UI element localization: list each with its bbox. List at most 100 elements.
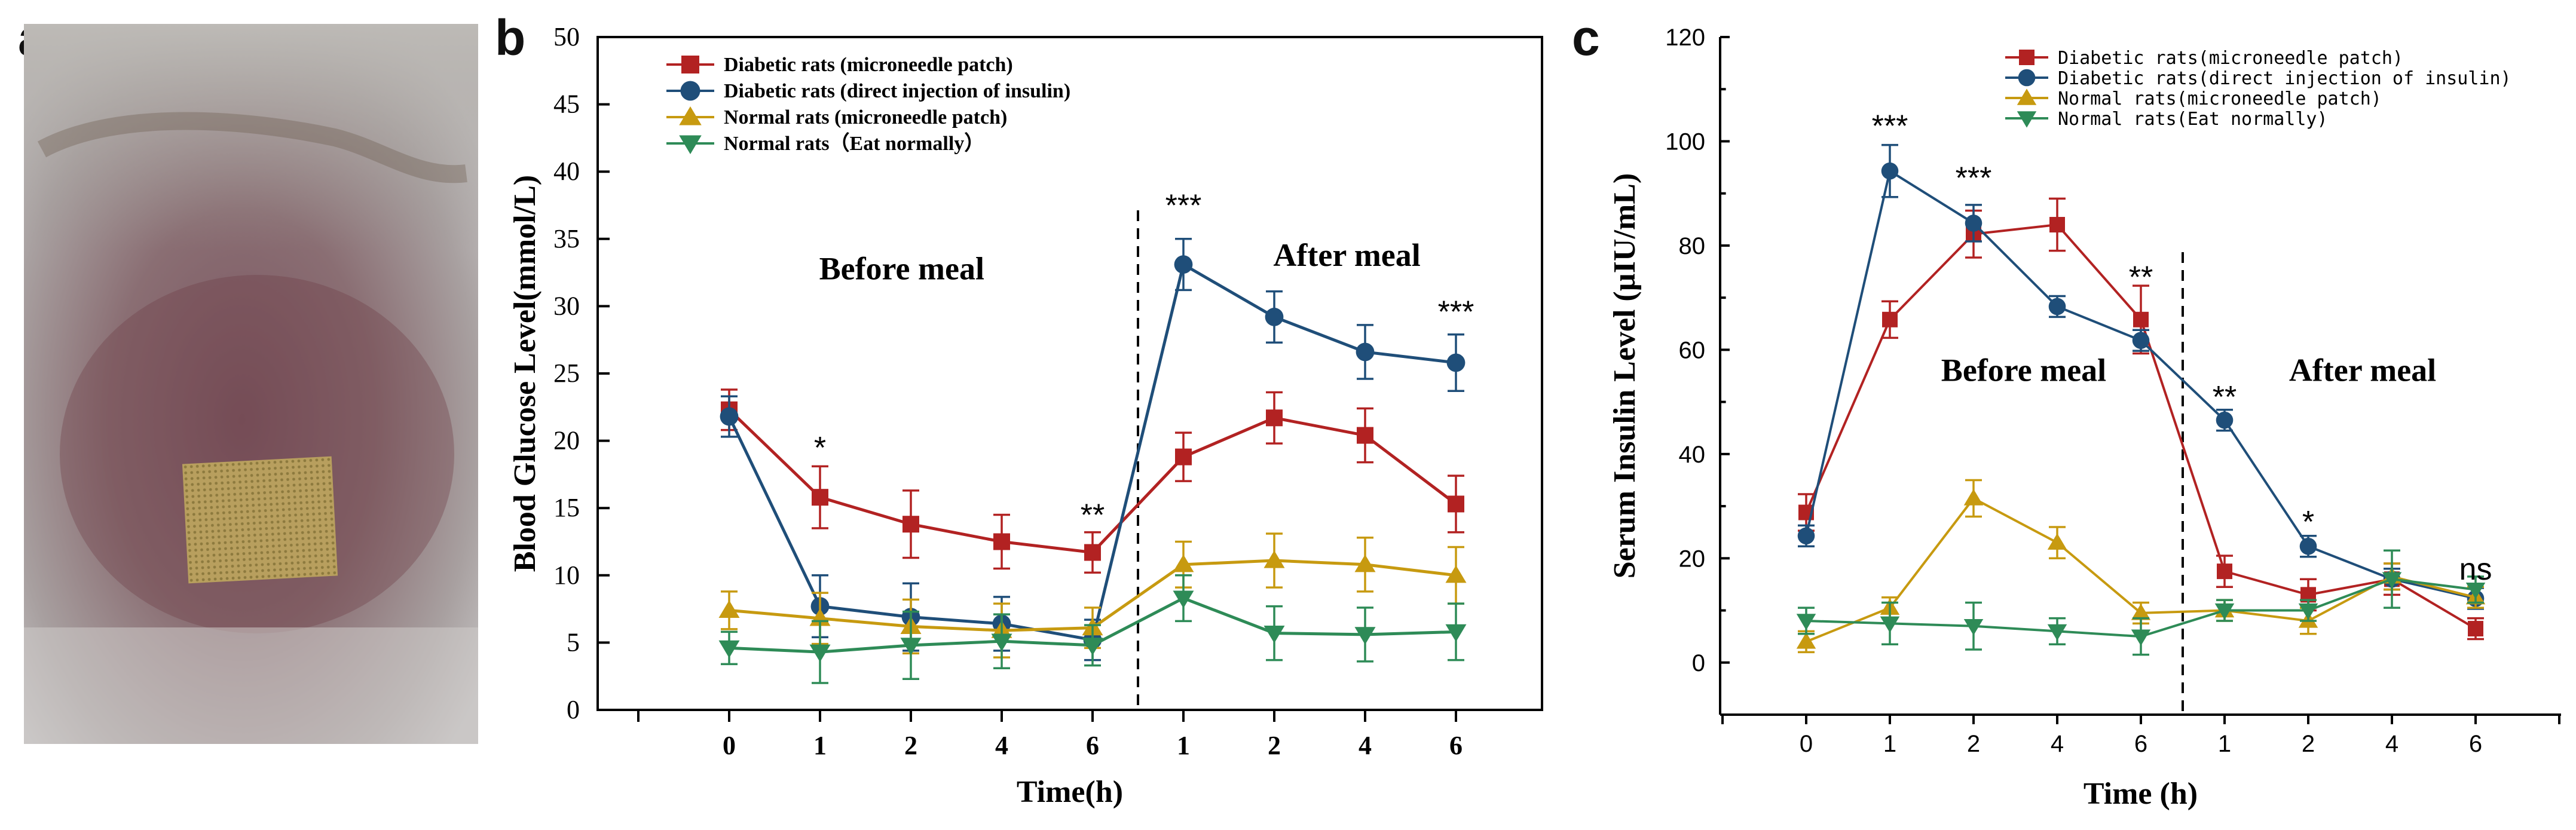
series-1: [721, 388, 1464, 574]
x-tick-label: 4: [1359, 731, 1372, 760]
data-point: [991, 633, 1012, 651]
data-point: [1265, 308, 1284, 326]
data-point: [1175, 448, 1192, 465]
data-point: [720, 407, 739, 426]
microneedle-patch: [182, 456, 338, 584]
significance-label: ***: [1956, 161, 1992, 196]
legend: Diabetic rats(microneedle patch)Diabetic…: [2005, 48, 2511, 130]
legend-marker: [681, 56, 699, 73]
skin-photo: [24, 24, 478, 744]
x-tick-label: 6: [2134, 731, 2147, 757]
significance-label: **: [1081, 498, 1105, 532]
x-tick-label: 2: [1967, 731, 1980, 757]
data-point: [2468, 621, 2483, 637]
data-point: [1263, 550, 1285, 568]
chart-c: 0 20 40 60 80 100 120 0 1 2 4 6 1 2 4 6 Time (h) Serum In…: [1608, 24, 2561, 811]
data-point: [1263, 626, 1285, 644]
data-point: [1796, 632, 1816, 649]
data-point: [2133, 311, 2149, 327]
data-point: [1174, 255, 1193, 274]
x-axis-title: Time (h): [2084, 777, 2198, 811]
legend-label: Normal rats(Eat normally): [2058, 109, 2328, 130]
y-tick-label: 50: [553, 22, 580, 51]
data-point: [2047, 533, 2067, 550]
y-axis-title: Serum Insulin Level (µIU/mL): [1608, 173, 1642, 579]
significance-label: *: [2302, 505, 2314, 540]
chart-b: 0 5 10 15 20 25 30 35 40 45 50 0 1 2 4 6 1 2 4 6 Time(h) Bloo…: [508, 22, 1543, 809]
y-tick-label: 100: [1665, 128, 1705, 155]
data-point: [2382, 572, 2402, 589]
x-tick-label: 1: [1883, 731, 1896, 757]
series-line: [727, 262, 1457, 642]
data-point: [1356, 342, 1375, 362]
panel-c-letter: c: [1572, 10, 1600, 66]
x-tick-label: 0: [723, 731, 736, 760]
x-tick-label: 1: [813, 731, 827, 760]
series-4: [1796, 549, 2486, 656]
data-point: [2131, 629, 2151, 646]
x-tick-label: 1: [2218, 731, 2231, 757]
data-point: [1082, 638, 1103, 656]
legend-label: Diabetic rats (direct injection of insul…: [724, 80, 1070, 102]
data-point: [2131, 604, 2151, 620]
data-point: [1963, 489, 1984, 506]
y-axis-title: Blood Glucose Level(mmol/L): [508, 175, 542, 572]
x-axis-title: Time(h): [1017, 775, 1123, 809]
legend-marker: [2019, 50, 2035, 65]
significance-label: ***: [1438, 295, 1474, 329]
x-tick-label: 6: [2469, 731, 2482, 757]
legend-label: Diabetic rats(microneedle patch): [2058, 48, 2403, 69]
y-tick-label: 5: [567, 627, 580, 657]
data-point: [809, 644, 831, 662]
legend-marker: [2017, 88, 2037, 105]
legend-marker: [680, 81, 700, 101]
y-tick-label: 80: [1679, 233, 1706, 259]
data-point: [2465, 582, 2486, 599]
data-point: [1445, 624, 1467, 642]
data-point: [993, 533, 1010, 550]
data-point: [812, 489, 828, 506]
data-point: [1445, 565, 1467, 583]
significance-label: ***: [1165, 189, 1202, 223]
x-tick-label: 4: [2051, 731, 2064, 757]
y-tick-label: 0: [1692, 650, 1705, 676]
y-tick-label: 20: [1679, 546, 1706, 572]
legend-marker: [2018, 69, 2036, 87]
y-tick-label: 120: [1665, 24, 1705, 51]
data-point: [1354, 627, 1376, 645]
data-point: [1357, 427, 1373, 444]
y-tick-label: 25: [553, 359, 580, 388]
data-point: [902, 516, 919, 533]
x-tick-label: 1: [1177, 731, 1190, 760]
significance-label: *: [814, 431, 826, 465]
data-point: [900, 638, 922, 656]
y-tick-label: 35: [553, 224, 580, 253]
y-tick-label: 30: [553, 291, 580, 320]
data-point: [1882, 311, 1898, 327]
x-tick-label: 2: [2302, 731, 2315, 757]
data-point: [2132, 332, 2150, 349]
data-point: [1881, 162, 1899, 180]
legend-label: Diabetic rats (microneedle patch): [724, 54, 1013, 76]
series-2: [720, 238, 1466, 661]
y-tick-label: 0: [567, 695, 580, 724]
data-point: [2214, 603, 2235, 620]
data-point: [1963, 619, 1984, 636]
data-point: [1084, 544, 1101, 561]
data-point: [1965, 215, 1983, 232]
data-point: [718, 600, 740, 618]
x-tick-label: 4: [2385, 731, 2398, 757]
significance-label: ***: [1872, 109, 1908, 143]
data-point: [1173, 590, 1194, 608]
data-point: [1266, 409, 1283, 427]
legend-label: Normal rats (microneedle patch): [724, 106, 1007, 128]
data-point: [1880, 616, 1900, 633]
legend-label: Diabetic rats(direct injection of insuli…: [2058, 68, 2511, 89]
panel-b-letter: b: [495, 10, 525, 66]
series-4: [718, 574, 1467, 684]
significance-label: **: [2129, 260, 2153, 295]
data-point: [718, 640, 740, 659]
region-label: Before meal: [819, 250, 984, 286]
legend: Diabetic rats (microneedle patch) Diabeti…: [666, 54, 1070, 155]
data-point: [1446, 353, 1466, 372]
